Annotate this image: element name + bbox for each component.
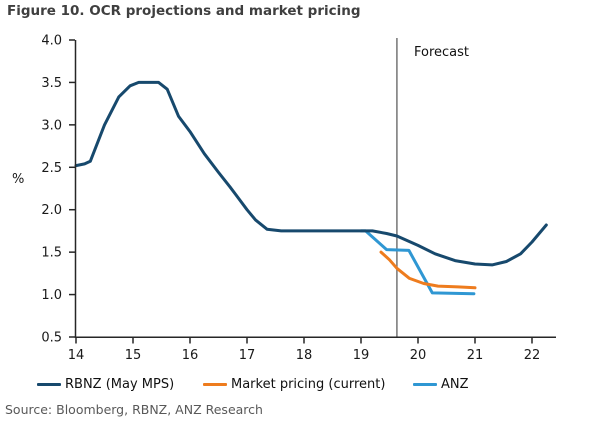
y-axis-tick-label: 2.0 [41, 203, 62, 218]
y-axis-unit-label: % [12, 172, 25, 187]
y-axis-tick-label: 2.5 [41, 161, 62, 176]
legend-label-market-pricing: Market pricing (current) [231, 376, 386, 392]
x-axis-tick-label: 21 [467, 348, 484, 363]
legend-swatch-market-pricing [203, 382, 227, 386]
y-axis-tick-label: 0.5 [41, 330, 62, 345]
chart-title: Figure 10. OCR projections and market pr… [7, 3, 361, 19]
legend-item-anz: ANZ [413, 376, 469, 392]
legend-label-anz: ANZ [441, 376, 469, 392]
legend-swatch-rbnz [37, 382, 61, 386]
series-line-market-pricing-current [379, 250, 477, 290]
y-axis-tick-label: 3.5 [41, 76, 62, 91]
x-axis-tick-label: 15 [125, 348, 142, 363]
x-axis-tick-label: 16 [182, 348, 199, 363]
y-axis-tick-label: 4.0 [41, 34, 62, 49]
x-axis-tick-label: 22 [524, 348, 541, 363]
x-axis-tick-label: 14 [68, 348, 85, 363]
legend-label-rbnz: RBNZ (May MPS) [65, 376, 175, 392]
x-axis-tick-label: 19 [353, 348, 370, 363]
axis-lines [74, 40, 556, 338]
x-axis-tick-label: 18 [296, 348, 313, 363]
legend-item-rbnz: RBNZ (May MPS) [37, 376, 174, 392]
source-attribution: Source: Bloomberg, RBNZ, ANZ Research [5, 402, 263, 417]
y-axis-tick-label: 1.0 [41, 288, 62, 303]
y-axis-tick-label: 3.0 [41, 118, 62, 133]
x-axis-tick-label: 17 [239, 348, 256, 363]
legend-swatch-anz [413, 382, 437, 386]
legend-item-market-pricing: Market pricing (current) [203, 376, 385, 392]
y-axis-tick-label: 1.5 [41, 246, 62, 261]
forecast-label: Forecast [414, 45, 470, 60]
series-line-rbnz-may-mps [74, 80, 548, 267]
x-axis-tick-label: 20 [410, 348, 427, 363]
chart-legend: RBNZ (May MPS) Market pricing (current) … [0, 376, 600, 392]
